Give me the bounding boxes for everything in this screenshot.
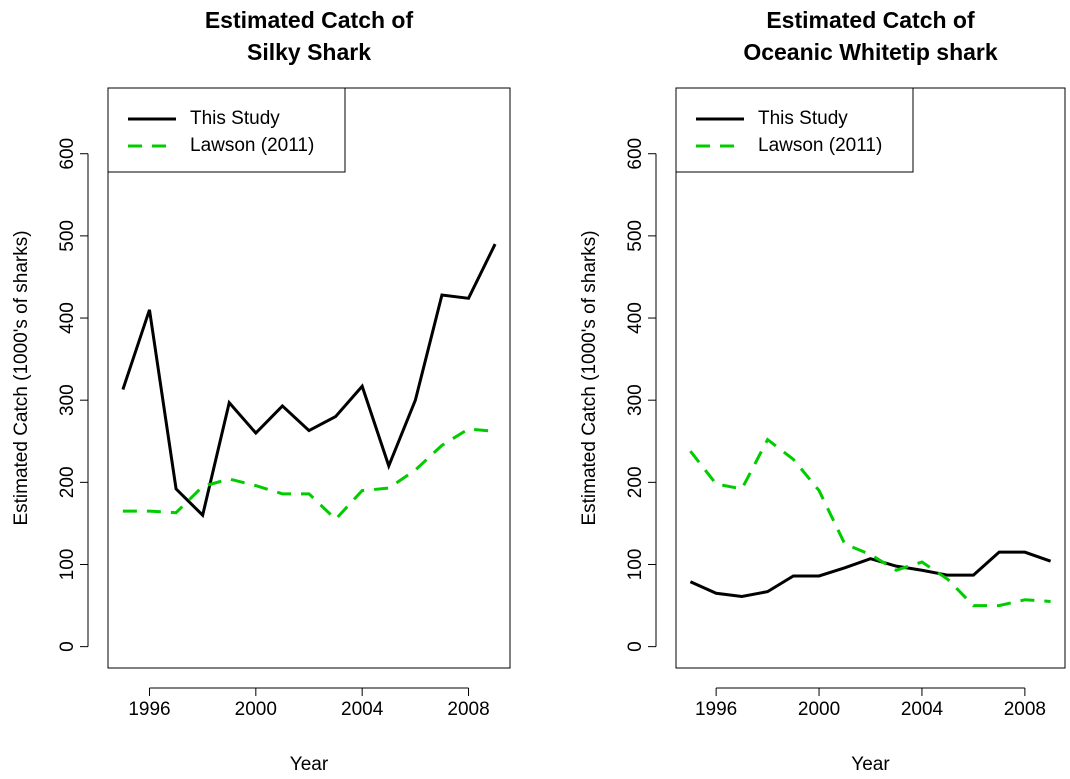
x-tick-label: 2004 — [341, 699, 384, 720]
x-tick-label: 2000 — [235, 699, 277, 720]
plot-frame — [675, 87, 1066, 669]
legend-label: Lawson (2011) — [758, 135, 882, 156]
y-tick-label: 500 — [625, 220, 646, 252]
y-tick-label: 0 — [625, 641, 646, 652]
chart-title: Silky Shark — [247, 39, 371, 65]
series-line — [689, 550, 1052, 599]
legend: This Study Lawson (2011) — [107, 87, 346, 173]
x-tick-label: 1996 — [695, 699, 737, 720]
y-tick-label: 400 — [57, 302, 78, 334]
y-tick-label: 600 — [57, 138, 78, 170]
y-tick-label: 200 — [625, 466, 646, 498]
y-tick-label: 100 — [57, 549, 78, 581]
x-tick-label: 2004 — [901, 699, 944, 720]
legend-label: Lawson (2011) — [190, 135, 314, 156]
y-tick-label: 100 — [625, 549, 646, 581]
legend-box — [675, 87, 914, 173]
x-tick-label: 2008 — [1004, 699, 1046, 720]
legend-label: This Study — [758, 108, 848, 129]
x-axis-label: Year — [290, 754, 329, 775]
y-tick-label: 0 — [57, 641, 78, 652]
legend-label: This Study — [190, 108, 280, 129]
legend-box — [107, 87, 346, 173]
chart-title: Estimated Catch of — [766, 7, 975, 33]
x-tick-label: 1996 — [128, 699, 170, 720]
x-tick-label: 2000 — [798, 699, 840, 720]
series-line — [122, 427, 496, 522]
y-tick-label: 200 — [57, 466, 78, 498]
y-axis-label: Estimated Catch (1000's of sharks) — [579, 230, 600, 525]
y-tick-label: 300 — [57, 384, 78, 416]
panel: Estimated Catch of Oceanic Whitetip shark… — [579, 7, 1066, 775]
series-line — [121, 243, 497, 519]
y-tick-label: 300 — [625, 384, 646, 416]
x-axis-label: Year — [851, 754, 890, 775]
y-tick-label: 500 — [57, 220, 78, 252]
series-line — [689, 437, 1051, 608]
y-tick-label: 600 — [625, 138, 646, 170]
chart-title: Estimated Catch of — [205, 7, 414, 33]
y-axis-label: Estimated Catch (1000's of sharks) — [11, 230, 32, 525]
y-tick-label: 400 — [625, 302, 646, 334]
legend: This Study Lawson (2011) — [675, 87, 914, 173]
plot-frame — [107, 87, 511, 669]
chart-title: Oceanic Whitetip shark — [743, 39, 998, 65]
x-tick-label: 2008 — [447, 699, 489, 720]
